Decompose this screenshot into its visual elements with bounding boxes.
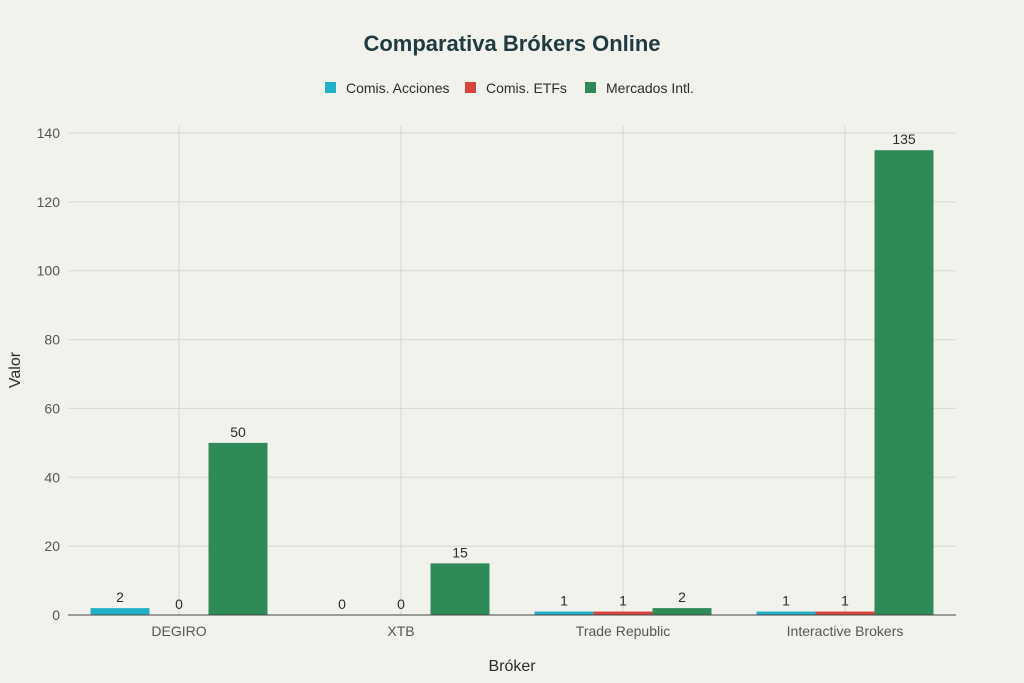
bar — [652, 608, 712, 615]
y-tick-label: 120 — [37, 194, 61, 210]
bar — [874, 150, 934, 615]
y-tick-label: 100 — [37, 263, 61, 279]
x-tick-label: Trade Republic — [576, 623, 670, 639]
bar — [593, 611, 653, 615]
data-label: 1 — [619, 593, 627, 609]
y-axis-title: Valor — [7, 351, 24, 388]
legend: Comis. Acciones Comis. ETFs Mercados Intl. — [325, 80, 694, 96]
y-tick-label: 140 — [37, 125, 61, 141]
data-label: 15 — [452, 544, 468, 560]
legend-label: Mercados Intl. — [606, 80, 694, 96]
data-label: 0 — [397, 596, 405, 612]
legend-swatch — [325, 82, 336, 93]
bar — [430, 563, 490, 615]
data-label: 1 — [782, 593, 790, 609]
y-tick-label: 0 — [52, 607, 60, 623]
data-label: 2 — [678, 589, 686, 605]
legend-swatch — [465, 82, 476, 93]
data-label: 135 — [892, 131, 916, 147]
bar — [90, 608, 150, 615]
bar — [815, 611, 875, 615]
y-tick-label: 20 — [44, 538, 60, 554]
x-tick-label: Interactive Brokers — [787, 623, 904, 639]
x-tick-label: DEGIRO — [151, 623, 206, 639]
y-tick-label: 80 — [44, 332, 60, 348]
data-label: 50 — [230, 424, 246, 440]
data-label: 0 — [338, 596, 346, 612]
x-tick-label: XTB — [387, 623, 414, 639]
y-tick-label: 40 — [44, 469, 60, 485]
legend-label: Comis. Acciones — [346, 80, 449, 96]
x-axis-ticks: DEGIRO XTB Trade Republic Interactive Broke… — [151, 623, 903, 639]
bar — [756, 611, 816, 615]
data-labels: 2 0 50 0 0 15 1 1 2 1 1 135 — [116, 131, 916, 612]
bar — [208, 442, 268, 615]
chart-title: Comparativa Brókers Online — [363, 31, 660, 56]
data-label: 1 — [841, 593, 849, 609]
x-axis-title: Bróker — [488, 658, 536, 675]
y-axis-ticks: 0 20 40 60 80 100 120 140 — [37, 125, 61, 623]
legend-swatch — [585, 82, 596, 93]
data-label: 2 — [116, 589, 124, 605]
y-tick-label: 60 — [44, 400, 60, 416]
data-label: 0 — [175, 596, 183, 612]
grid — [68, 126, 956, 615]
bar — [534, 611, 594, 615]
data-label: 1 — [560, 593, 568, 609]
legend-label: Comis. ETFs — [486, 80, 567, 96]
bars — [90, 150, 934, 615]
